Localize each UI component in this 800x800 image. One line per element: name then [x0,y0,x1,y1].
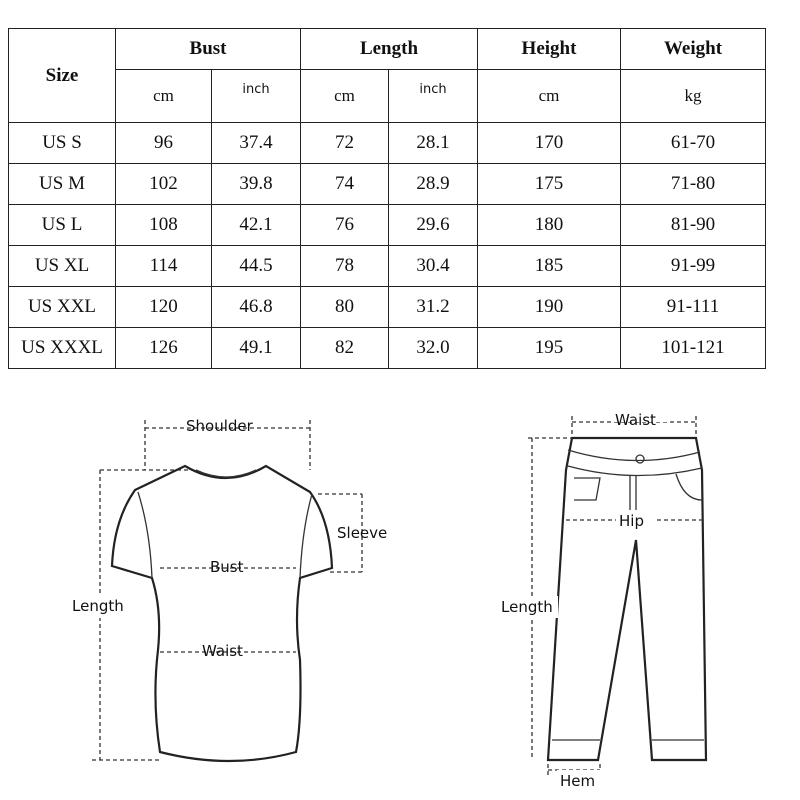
pants-length-label: Length [501,598,553,616]
unit-cell: inch [388,69,478,123]
value-cell: 82 [300,327,389,369]
pants-waist-label: Waist [615,411,656,429]
hip-label: Hip [619,512,644,530]
unit-cell: kg [620,69,766,123]
sleeve-label: Sleeve [337,524,387,542]
tshirt-diagram: Shoulder Sleeve Bust Length Waist [68,417,387,763]
table-row: US XL 114 44.5 78 30.4 185 91-99 [8,245,766,287]
value-cell: 29.6 [388,204,478,246]
value-cell: 102 [115,163,212,205]
bust-label: Bust [210,558,244,576]
size-cell: US XXXL [8,327,116,369]
value-cell: 28.1 [388,122,478,164]
value-cell: 170 [477,122,621,164]
pants-diagram: Waist Hip Length Hem [500,404,708,790]
value-cell: 39.8 [211,163,301,205]
table-row: US XXL 120 46.8 80 31.2 190 91-111 [8,286,766,328]
value-cell: 108 [115,204,212,246]
shirt-waist-label: Waist [202,642,243,660]
size-chart-table: Size Bust Length Height Weight cm inch c… [8,28,766,369]
table-row: US S 96 37.4 72 28.1 170 61-70 [8,122,766,164]
value-cell: 32.0 [388,327,478,369]
value-cell: 78 [300,245,389,287]
table-row: US XXXL 126 49.1 82 32.0 195 101-121 [8,327,766,369]
value-cell: 91-111 [620,286,766,328]
table-row: US M 102 39.8 74 28.9 175 71-80 [8,163,766,205]
value-cell: 190 [477,286,621,328]
shirt-length-label: Length [72,597,124,615]
value-cell: 185 [477,245,621,287]
value-cell: 126 [115,327,212,369]
value-cell: 81-90 [620,204,766,246]
size-cell: US XL [8,245,116,287]
value-cell: 31.2 [388,286,478,328]
height-header: Height [477,28,621,70]
size-header: Size [8,28,116,123]
value-cell: 91-99 [620,245,766,287]
bust-header: Bust [115,28,301,70]
size-cell: US XXL [8,286,116,328]
size-cell: US L [8,204,116,246]
hem-label: Hem [560,772,595,790]
value-cell: 180 [477,204,621,246]
table-row: US L 108 42.1 76 29.6 180 81-90 [8,204,766,246]
unit-cell: cm [300,69,389,123]
value-cell: 76 [300,204,389,246]
size-cell: US S [8,122,116,164]
value-cell: 80 [300,286,389,328]
value-cell: 101-121 [620,327,766,369]
unit-cell: cm [477,69,621,123]
value-cell: 195 [477,327,621,369]
value-cell: 49.1 [211,327,301,369]
weight-header: Weight [620,28,766,70]
value-cell: 71-80 [620,163,766,205]
unit-cell: inch [211,69,301,123]
value-cell: 72 [300,122,389,164]
shoulder-label: Shoulder [186,417,254,435]
value-cell: 42.1 [211,204,301,246]
value-cell: 37.4 [211,122,301,164]
